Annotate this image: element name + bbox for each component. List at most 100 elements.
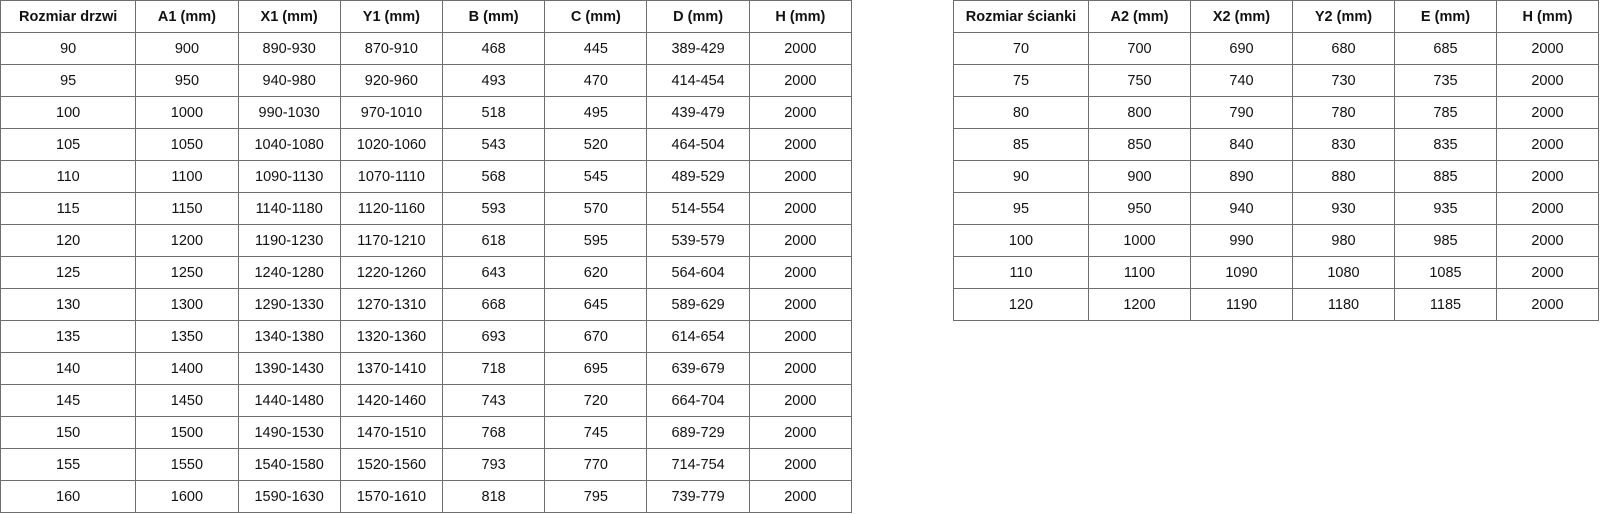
table-cell: 1290-1330 xyxy=(237,288,341,321)
table-cell: 2000 xyxy=(748,32,853,65)
table-cell: 1350 xyxy=(135,320,239,353)
table-cell: 940 xyxy=(1190,192,1293,225)
table-cell: 670 xyxy=(544,320,648,353)
table-cell: 145 xyxy=(0,384,137,417)
table-cell: 160 xyxy=(0,480,137,513)
table-cell: 80 xyxy=(953,96,1089,129)
column-header: C (mm) xyxy=(544,0,648,33)
table-cell: 714-754 xyxy=(646,448,750,481)
table-cell: 135 xyxy=(0,320,137,353)
table-cell: 668 xyxy=(442,288,546,321)
table-row: 105 1050 1040-1080 1020-1060 543 520 464-504 20… xyxy=(0,128,853,161)
table-row: 90 900 890 880 885 2000 xyxy=(953,160,1599,193)
table-cell: 718 xyxy=(442,352,546,385)
table-cell: 689-729 xyxy=(646,416,750,449)
table-cell: 1150 xyxy=(135,192,239,225)
table-row: 120 1200 1190 1180 1185 2000 xyxy=(953,288,1599,321)
table-cell: 2000 xyxy=(748,128,853,161)
table-cell: 100 xyxy=(953,224,1089,257)
table-cell: 930 xyxy=(1292,192,1395,225)
table-row: 95 950 940-980 920-960 493 470 414-454 2000 xyxy=(0,64,853,97)
table-cell: 115 xyxy=(0,192,137,225)
table-cell: 100 xyxy=(0,96,137,129)
table-cell: 835 xyxy=(1394,128,1497,161)
table-cell: 1100 xyxy=(135,160,239,193)
table-cell: 950 xyxy=(135,64,239,97)
table-row: 145 1450 1440-1480 1420-1460 743 720 664-704 20… xyxy=(0,384,853,417)
table-cell: 990-1030 xyxy=(237,96,341,129)
table-cell: 85 xyxy=(953,128,1089,161)
table-cell: 1240-1280 xyxy=(237,256,341,289)
table-cell: 495 xyxy=(544,96,648,129)
table-cell: 470 xyxy=(544,64,648,97)
table-cell: 2000 xyxy=(748,416,853,449)
table-cell: 1080 xyxy=(1292,256,1395,289)
table-cell: 75 xyxy=(953,64,1089,97)
table-cell: 140 xyxy=(0,352,137,385)
table-cell: 2000 xyxy=(1496,128,1599,161)
table-cell: 1190 xyxy=(1190,288,1293,321)
table-cell: 2000 xyxy=(1496,256,1599,289)
column-header: Rozmiar drzwi xyxy=(0,0,137,33)
table-cell: 885 xyxy=(1394,160,1497,193)
table-cell: 639-679 xyxy=(646,352,750,385)
table-cell: 489-529 xyxy=(646,160,750,193)
table-cell: 90 xyxy=(0,32,137,65)
table-row: 85 850 840 830 835 2000 xyxy=(953,128,1599,161)
table-cell: 545 xyxy=(544,160,648,193)
table-cell: 985 xyxy=(1394,224,1497,257)
column-header: B (mm) xyxy=(442,0,546,33)
table-row: 120 1200 1190-1230 1170-1210 618 595 539-579 20… xyxy=(0,224,853,257)
table-cell: 685 xyxy=(1394,32,1497,65)
table-cell: 1185 xyxy=(1394,288,1497,321)
table-cell: 690 xyxy=(1190,32,1293,65)
table-cell: 900 xyxy=(135,32,239,65)
table-cell: 920-960 xyxy=(339,64,444,97)
table-cell: 2000 xyxy=(748,64,853,97)
table-cell: 614-654 xyxy=(646,320,750,353)
table-cell: 970-1010 xyxy=(339,96,444,129)
table-cell: 130 xyxy=(0,288,137,321)
table-cell: 1090-1130 xyxy=(237,160,341,193)
table-row: 100 1000 990 980 985 2000 xyxy=(953,224,1599,257)
table-cell: 2000 xyxy=(748,96,853,129)
table-row: 70 700 690 680 685 2000 xyxy=(953,32,1599,65)
table-cell: 564-604 xyxy=(646,256,750,289)
table-cell: 740 xyxy=(1190,64,1293,97)
column-header: E (mm) xyxy=(1394,0,1497,33)
table-cell: 890 xyxy=(1190,160,1293,193)
table-cell: 990 xyxy=(1190,224,1293,257)
table-cell: 850 xyxy=(1088,128,1191,161)
table-cell: 950 xyxy=(1088,192,1191,225)
table-cell: 2000 xyxy=(748,384,853,417)
table-cell: 570 xyxy=(544,192,648,225)
table-cell: 785 xyxy=(1394,96,1497,129)
table-cell: 664-704 xyxy=(646,384,750,417)
table-cell: 414-454 xyxy=(646,64,750,97)
table-cell: 120 xyxy=(953,288,1089,321)
table-cell: 2000 xyxy=(748,224,853,257)
table-row: 155 1550 1540-1580 1520-1560 793 770 714-754 20… xyxy=(0,448,853,481)
table-row: 75 750 740 730 735 2000 xyxy=(953,64,1599,97)
table-row: 90 900 890-930 870-910 468 445 389-429 2000 xyxy=(0,32,853,65)
table-cell: 1250 xyxy=(135,256,239,289)
column-header: Y1 (mm) xyxy=(339,0,444,33)
table-cell: 620 xyxy=(544,256,648,289)
table-cell: 2000 xyxy=(1496,192,1599,225)
table-cell: 2000 xyxy=(748,320,853,353)
table-cell: 739-779 xyxy=(646,480,750,513)
wall-size-table: Rozmiar ścianki A2 (mm) X2 (mm) Y2 (mm) E (m… xyxy=(953,0,1599,321)
table-cell: 520 xyxy=(544,128,648,161)
table-row: 135 1350 1340-1380 1320-1360 693 670 614-654 20… xyxy=(0,320,853,353)
table-cell: 743 xyxy=(442,384,546,417)
table-cell: 800 xyxy=(1088,96,1191,129)
table-cell: 1100 xyxy=(1088,256,1191,289)
table-cell: 1090 xyxy=(1190,256,1293,289)
table-cell: 1120-1160 xyxy=(339,192,444,225)
table-cell: 95 xyxy=(953,192,1089,225)
table-row: 140 1400 1390-1430 1370-1410 718 695 639-679 20… xyxy=(0,352,853,385)
table-cell: 2000 xyxy=(1496,224,1599,257)
table-cell: 1220-1260 xyxy=(339,256,444,289)
table-cell: 720 xyxy=(544,384,648,417)
table-cell: 940-980 xyxy=(237,64,341,97)
